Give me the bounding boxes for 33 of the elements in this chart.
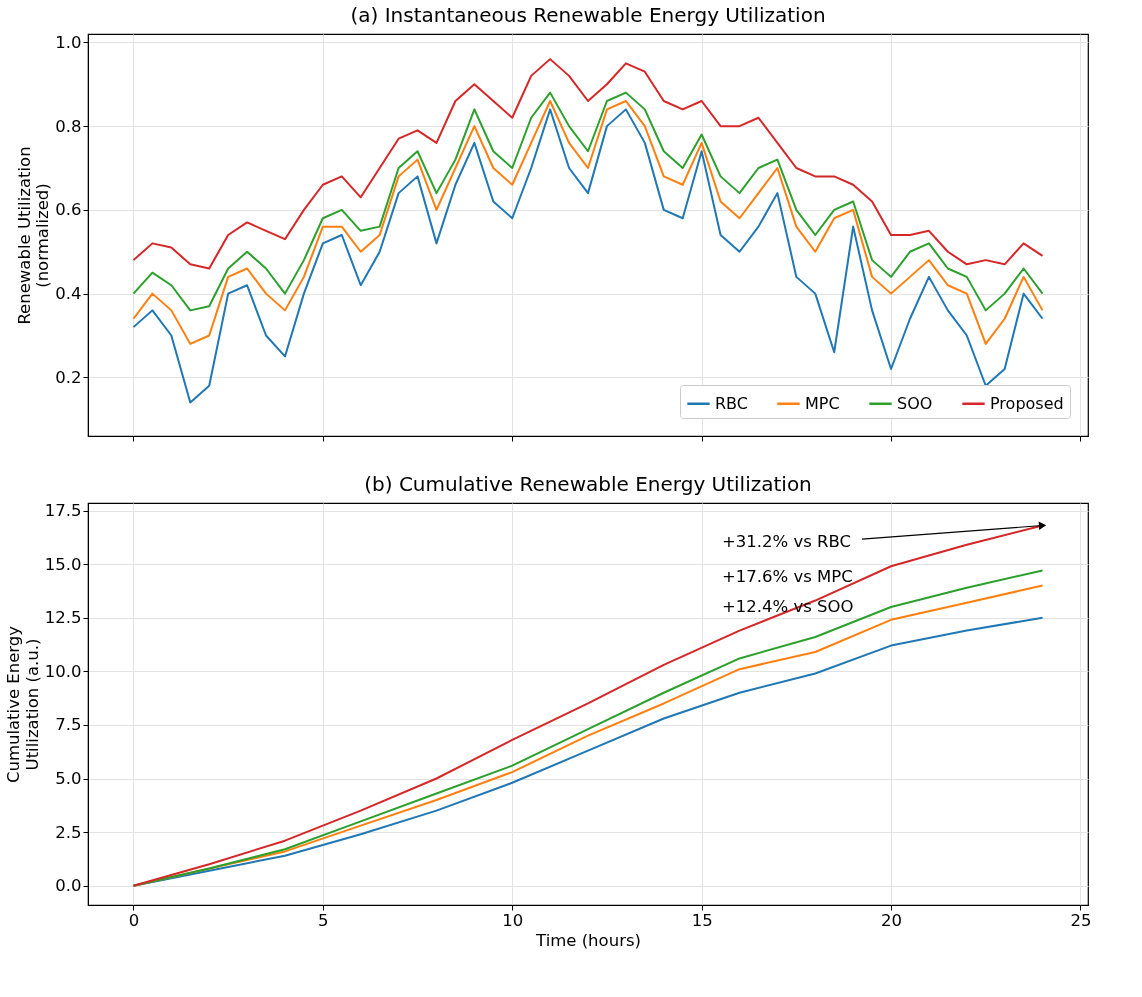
y-tick-label: 5.0 — [55, 769, 82, 788]
x-tick-label: 10 — [502, 910, 524, 930]
y-tick-label: 0.4 — [55, 284, 82, 304]
x-tick-label: 20 — [881, 910, 903, 930]
y-tick-label: 17.5 — [44, 501, 82, 520]
x-tick-label: 25 — [1070, 910, 1092, 930]
y-axis-title: Cumulative Energy Utilization (a.u.) — [4, 625, 42, 784]
y-tick-label: 2.5 — [55, 822, 82, 842]
y-tick-label: 12.5 — [44, 608, 82, 628]
legend-label: RBC — [715, 393, 748, 413]
chart-title: (a) Instantaneous Renewable Energy Utilization — [350, 3, 826, 27]
annotation: +31.2% vs RBC — [722, 531, 852, 551]
y-tick-label: 15.0 — [44, 554, 82, 574]
y-tick-label: 0.8 — [55, 116, 82, 136]
y-tick-label: 0.0 — [55, 876, 82, 896]
y-tick-label: 0.2 — [55, 367, 82, 387]
x-axis-title: Time (hours) — [535, 931, 641, 950]
line-series — [132, 100, 1044, 345]
line-series — [132, 91, 1044, 312]
x-tick-label: 15 — [691, 910, 713, 930]
y-tick-label: 0.6 — [55, 200, 82, 220]
line-series — [132, 58, 1044, 270]
y-tick-label: 7.5 — [55, 715, 82, 735]
y-tick-label: 10.0 — [44, 661, 82, 681]
x-tick-label: 5 — [318, 910, 329, 930]
annotation: +17.6% vs MPC — [722, 566, 853, 586]
legend-label: Proposed — [990, 393, 1064, 413]
chart-title: (b) Cumulative Renewable Energy Utilization — [364, 471, 812, 496]
x-tick-label: 0 — [128, 910, 140, 930]
y-axis-title: Renewable Utilization (normalized) — [14, 146, 53, 325]
legend-label: MPC — [805, 393, 840, 413]
y-tick-label: 1.0 — [55, 32, 82, 52]
legend-label: SOO — [897, 393, 933, 413]
